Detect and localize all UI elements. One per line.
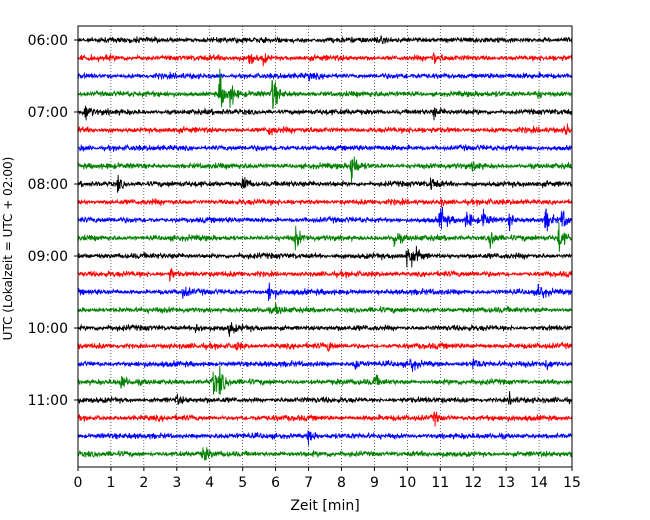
trace-1030: [77, 358, 573, 372]
trace-1130: [77, 430, 573, 446]
trace-0745: [77, 156, 573, 184]
x-tick-label: 15: [563, 475, 581, 491]
x-tick-label: 4: [205, 475, 214, 491]
trace-1045: [77, 365, 573, 395]
x-tick-label: 3: [172, 475, 181, 491]
trace-0800: [77, 174, 573, 193]
trace-0630: [77, 71, 573, 82]
x-tick-label: 10: [398, 475, 416, 491]
x-tick-label: 1: [106, 475, 115, 491]
x-tick-label: 8: [337, 475, 346, 491]
trace-1115: [77, 411, 573, 427]
y-axis-label: UTC (Lokalzeit = UTC + 02:00): [1, 157, 15, 341]
plot-frame: [77, 25, 573, 468]
y-axis-ticks: 06:00 07:00 08:00 09:00 10:00 11:00: [28, 33, 78, 409]
y-tick-label: 11:00: [28, 393, 68, 409]
x-tick-label: 9: [370, 475, 379, 491]
y-tick-label: 10:00: [28, 321, 68, 337]
y-tick-label: 07:00: [28, 105, 68, 121]
x-tick-label: 2: [139, 475, 148, 491]
y-tick-label: 06:00: [28, 33, 68, 49]
trace-0645: [77, 68, 573, 110]
x-tick-label: 11: [431, 475, 449, 491]
trace-0815: [77, 197, 573, 208]
x-tick-label: 13: [497, 475, 515, 491]
x-tick-label: 6: [271, 475, 280, 491]
x-tick-label: 7: [304, 475, 313, 491]
trace-0830: [77, 206, 573, 232]
x-tick-label: 14: [530, 475, 548, 491]
trace-1000: [77, 322, 573, 337]
trace-1100: [77, 391, 573, 405]
trace-0600: [77, 35, 573, 45]
trace-1145: [77, 447, 573, 461]
x-tick-label: 5: [238, 475, 247, 491]
trace-0615: [77, 51, 573, 67]
y-tick-label: 09:00: [28, 249, 68, 265]
x-tick-label: 12: [464, 475, 482, 491]
trace-0915: [77, 268, 573, 282]
trace-1015: [77, 341, 573, 352]
trace-0715: [77, 123, 573, 136]
x-axis-ticks: 0 1 2 3 4 5 6 7 8 9 10 11 12 13 14 15: [74, 467, 581, 491]
x-tick-label: 0: [74, 475, 83, 491]
trace-0730: [77, 143, 573, 152]
trace-0900: [77, 245, 573, 268]
trace-0845: [77, 222, 573, 252]
x-axis-label: Zeit [min]: [290, 498, 359, 514]
seismogram-traces: [77, 35, 573, 461]
trace-0930: [77, 282, 573, 302]
trace-0700: [77, 105, 573, 121]
y-tick-label: 08:00: [28, 177, 68, 193]
trace-0945: [77, 301, 573, 315]
